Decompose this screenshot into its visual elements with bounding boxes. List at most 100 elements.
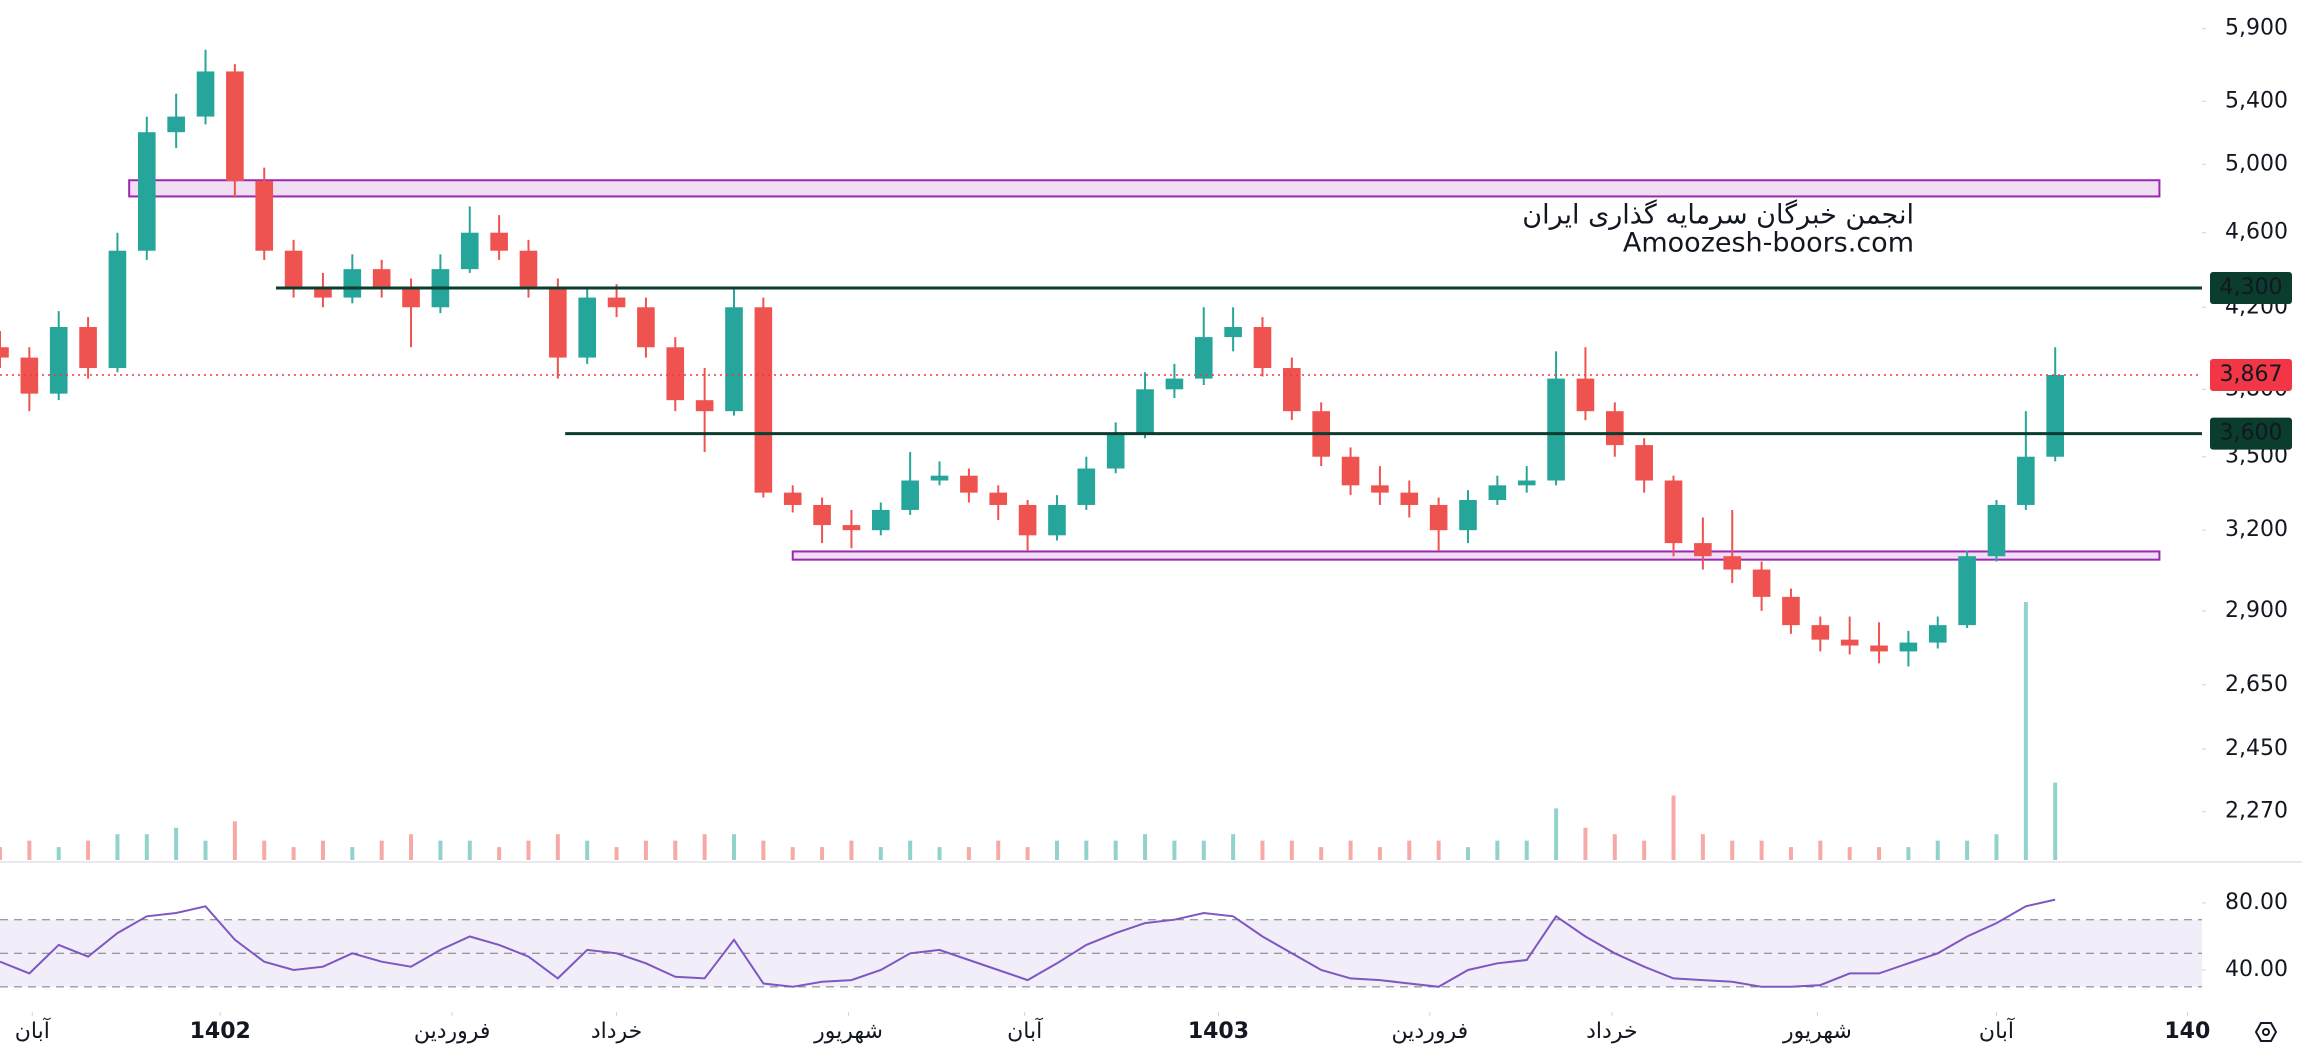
volume-bar	[1642, 840, 1647, 860]
candle-body	[460, 232, 479, 270]
candle-body	[725, 307, 743, 412]
volume-bar	[1730, 840, 1735, 860]
candle-body	[1694, 543, 1712, 557]
volume-bar	[702, 834, 707, 860]
volume-bar	[643, 840, 648, 860]
volume-bar	[1319, 847, 1324, 860]
candle-body	[226, 71, 244, 181]
volume-bar	[1994, 834, 1999, 860]
volume-bar	[1084, 840, 1089, 860]
volume-bar	[1935, 840, 1940, 860]
candle-body	[1106, 433, 1125, 469]
candle-body	[196, 71, 215, 117]
y-tick-label: 2,450	[2225, 736, 2288, 761]
x-tick-label: شهریور	[1782, 1019, 1852, 1044]
x-tick-label: 1402	[190, 1019, 251, 1044]
candle-body	[1840, 639, 1859, 646]
candle-body	[783, 492, 802, 505]
level-badge	[2210, 271, 2292, 304]
candle-body	[1018, 504, 1037, 536]
candle-body	[578, 297, 597, 358]
icon-hex	[2254, 1022, 2278, 1042]
volume-bar	[1965, 840, 1970, 860]
volume-bar	[1466, 847, 1470, 860]
volume-bar	[526, 840, 531, 860]
y-tick-label: 3,200	[2225, 517, 2288, 542]
candle-body	[1811, 625, 1830, 640]
volume-bar	[1788, 847, 1793, 860]
candle-body	[1165, 378, 1184, 390]
candle-body	[960, 475, 978, 493]
volume-bar	[790, 847, 795, 860]
volume-bar	[1143, 834, 1148, 860]
candle-body	[0, 347, 9, 358]
volume-bar	[761, 840, 766, 860]
volume-bar	[1113, 840, 1118, 860]
volume-bar	[0, 847, 2, 860]
candle-body	[1723, 556, 1742, 570]
volume-bar	[1054, 840, 1059, 860]
candle-body	[930, 475, 949, 481]
candle-body	[1459, 500, 1477, 531]
volume-bar	[908, 840, 913, 860]
volume-bar	[732, 834, 736, 860]
volume-bar	[291, 847, 296, 860]
candle-body	[637, 307, 655, 348]
x-tick-label: فروردین	[1392, 1019, 1469, 1044]
volume-bar	[1260, 840, 1265, 860]
candle-body	[1048, 504, 1066, 536]
y-tick-label: 5,400	[2225, 88, 2288, 113]
settings-icon[interactable]	[2254, 1022, 2278, 1042]
y-tick-label: 2,270	[2225, 799, 2288, 824]
x-tick-label: آبان	[1979, 1017, 2015, 1044]
candle-body	[1899, 642, 1918, 652]
candle-body	[137, 132, 156, 251]
volume-bar	[409, 834, 414, 860]
volume-bar	[1524, 840, 1529, 860]
candle-body	[842, 525, 861, 531]
candle-body	[1253, 327, 1272, 369]
volume-bar	[1554, 808, 1559, 860]
volume-bar	[2023, 602, 2028, 860]
volume-bar	[1818, 840, 1823, 860]
volume-bar	[1377, 847, 1382, 860]
candle-body	[1136, 389, 1154, 434]
candle-body	[1400, 492, 1419, 505]
zone	[128, 179, 2161, 198]
candle-body	[167, 116, 185, 133]
volume-bar	[1348, 840, 1353, 860]
volume-bar	[585, 840, 590, 860]
candle-body	[871, 509, 890, 531]
x-tick-label: 140	[2164, 1019, 2210, 1044]
volume-bar	[1407, 840, 1412, 860]
candle-body	[314, 287, 332, 298]
volume-bar	[849, 840, 854, 860]
candle-body	[813, 504, 831, 526]
candle-body	[20, 357, 39, 394]
volume-bar	[232, 821, 237, 860]
volume-bar	[1700, 834, 1705, 860]
candle-body	[1488, 485, 1507, 501]
candle-body	[402, 287, 420, 308]
x-tick-label: خرداد	[1586, 1019, 1637, 1044]
volume-bar	[1847, 847, 1852, 860]
candle-body	[666, 347, 685, 401]
candle-body	[607, 297, 626, 308]
candle-body	[2017, 456, 2035, 505]
candle-body	[901, 480, 919, 510]
candle-body	[2046, 374, 2065, 457]
x-tick-label: خرداد	[591, 1019, 642, 1044]
candle-body	[284, 250, 303, 288]
level-label: 3,600	[2220, 421, 2283, 446]
x-tick-label: آبان	[1007, 1017, 1043, 1044]
volume-bar	[320, 840, 325, 860]
volume-bar	[1495, 840, 1500, 860]
rsi-tick-label: 80.00	[2225, 890, 2288, 915]
candle-body	[1077, 468, 1096, 505]
volume-bar	[878, 847, 883, 860]
candle-body	[1517, 480, 1536, 486]
x-tick-label: آبان	[15, 1017, 51, 1044]
candle-body	[372, 269, 391, 288]
volume-bar	[673, 840, 678, 860]
